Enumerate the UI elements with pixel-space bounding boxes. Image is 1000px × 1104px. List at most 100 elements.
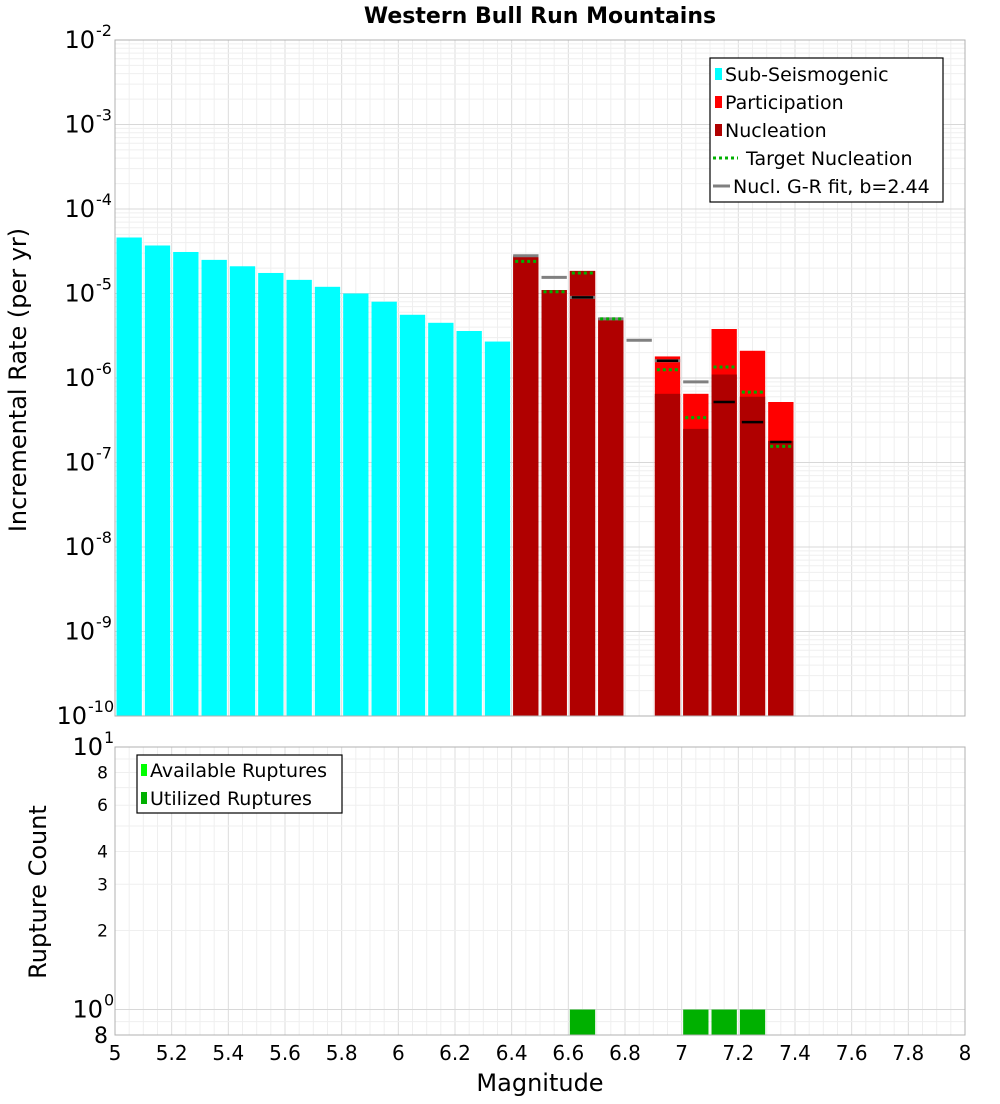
legend-swatch (141, 764, 147, 776)
legend-label: Nucl. G-R fit, b=2.44 (733, 176, 930, 198)
top-y-tick-label-base: 10 (64, 618, 95, 646)
legend-swatch (141, 792, 147, 804)
bottom-legend-box (136, 754, 343, 814)
top-y-tick-label-base: 10 (64, 449, 95, 477)
legend-label: Participation (725, 92, 844, 114)
bottom-y-minor-tick-label: 3 (97, 875, 108, 895)
sub-seismogenic-bar (456, 330, 482, 716)
bottom-y-minor-tick-label: 8 (97, 763, 108, 783)
top-y-tick-label-exponent: -5 (96, 275, 112, 294)
utilized-rupture-bar (569, 1009, 596, 1035)
top-y-tick-label-base: 10 (64, 280, 95, 308)
nucleation-bar (654, 393, 681, 716)
chart-title: Western Bull Run Mountains (364, 4, 716, 29)
bottom-y-major-tick-label: 10 1 (72, 728, 114, 761)
bottom-y-major-tick-label-exponent: 0 (104, 991, 114, 1010)
top-y-tick-label-exponent: -10 (88, 697, 114, 716)
bottom-y-minor-tick-label: 2 (97, 922, 108, 942)
sub-seismogenic-bar (229, 266, 256, 716)
nucleation-bar (768, 440, 794, 716)
top-y-tick-label: 10 -10 (56, 697, 114, 730)
legend-swatch (715, 68, 722, 80)
top-plot-frame (114, 39, 966, 717)
x-tick-label: 7 (675, 1041, 688, 1065)
nucleation-bar (598, 318, 624, 716)
top-y-tick-label: 10 -5 (64, 275, 112, 308)
top-y-tick-label-base: 10 (64, 533, 95, 561)
top-y-tick-label: 10 -9 (64, 613, 112, 646)
bottom-plot-frame (114, 746, 966, 1036)
sub-seismogenic-bar (428, 322, 454, 716)
top-y-tick-label-base: 10 (64, 26, 95, 54)
top-y-axis-label: Incremental Rate (per yr) (4, 228, 32, 532)
x-tick-label: 7.8 (892, 1041, 924, 1065)
x-tick-label: 6.2 (439, 1041, 471, 1065)
legend-label: Available Ruptures (150, 760, 327, 782)
bottom-y-major-tick-label-exponent: 1 (104, 728, 114, 747)
utilized-rupture-bar (711, 1009, 737, 1035)
legend-swatch (715, 124, 722, 136)
nucleation-bar (541, 290, 567, 716)
bottom-y-minor-tick-label: 4 (97, 842, 108, 862)
x-tick-label: 8 (959, 1041, 972, 1065)
top-y-tick-label-base: 10 (64, 195, 95, 223)
top-y-tick-label: 10 -8 (64, 528, 112, 561)
x-tick-label: 6 (392, 1041, 405, 1065)
top-y-tick-label: 10 -3 (64, 106, 112, 139)
top-y-tick-label-base: 10 (64, 111, 95, 139)
bottom-y-axis-label: Rupture Count (24, 805, 52, 979)
bottom-y-minor-tick-label: 6 (97, 796, 108, 816)
top-y-tick-label-exponent: -4 (96, 190, 112, 209)
legend-label: Target Nucleation (745, 148, 913, 170)
legend-swatch (715, 96, 722, 108)
sub-seismogenic-bar (484, 341, 511, 716)
x-tick-label: 5.8 (326, 1041, 358, 1065)
x-tick-label: 5 (109, 1041, 122, 1065)
sub-seismogenic-bar (343, 293, 369, 716)
sub-seismogenic-bar (399, 314, 426, 716)
top-y-tick-label-exponent: -2 (96, 21, 112, 40)
top-y-tick-label: 10 -7 (64, 444, 112, 477)
sub-seismogenic-bar (371, 301, 397, 716)
bottom-y-major-tick-label-base: 10 (72, 733, 103, 761)
legend-label: Utilized Ruptures (150, 788, 312, 810)
sub-seismogenic-bar (173, 251, 199, 717)
bottom-y-minor-tick-label: 8 (94, 1024, 108, 1049)
legend-label: Sub-Seismogenic (725, 64, 889, 86)
top-y-tick-label-exponent: -7 (96, 444, 112, 463)
x-tick-label: 7.4 (779, 1041, 811, 1065)
utilized-rupture-bar (683, 1009, 709, 1035)
sub-seismogenic-bar (314, 286, 341, 716)
x-tick-label: 6.6 (552, 1041, 584, 1065)
top-y-tick-label: 10 -6 (64, 359, 112, 392)
sub-seismogenic-bar (201, 259, 227, 716)
nucleation-bar (739, 396, 766, 716)
top-y-tick-label-base: 10 (64, 364, 95, 392)
utilized-rupture-bar (739, 1009, 766, 1035)
x-tick-label: 5.6 (269, 1041, 301, 1065)
nucleation-bar (711, 374, 737, 716)
top-legend-box (709, 57, 944, 203)
nucleation-bar (683, 428, 709, 716)
sub-seismogenic-bar (144, 245, 171, 717)
x-tick-label: 6.8 (609, 1041, 641, 1065)
sub-seismogenic-bar (286, 279, 312, 716)
legend-label: Nucleation (725, 120, 827, 142)
top-y-tick-label-exponent: -6 (96, 359, 112, 378)
sub-seismogenic-bar (116, 237, 142, 717)
bottom-y-major-tick-label-base: 10 (72, 996, 103, 1024)
x-tick-label: 7.6 (836, 1041, 868, 1065)
top-y-tick-label-base: 10 (56, 702, 87, 730)
top-y-tick-label-exponent: -8 (96, 528, 112, 547)
x-tick-label: 5.2 (156, 1041, 188, 1065)
top-y-tick-label: 10 -4 (64, 190, 112, 223)
x-tick-label: 7.2 (722, 1041, 754, 1065)
x-axis-label: Magnitude (476, 1069, 603, 1097)
top-y-tick-label-exponent: -9 (96, 613, 112, 632)
bottom-y-major-tick-label: 10 0 (72, 991, 114, 1024)
sub-seismogenic-bar (258, 272, 284, 716)
top-y-tick-label-exponent: -3 (96, 106, 112, 125)
top-y-tick-label: 10 -2 (64, 21, 112, 54)
